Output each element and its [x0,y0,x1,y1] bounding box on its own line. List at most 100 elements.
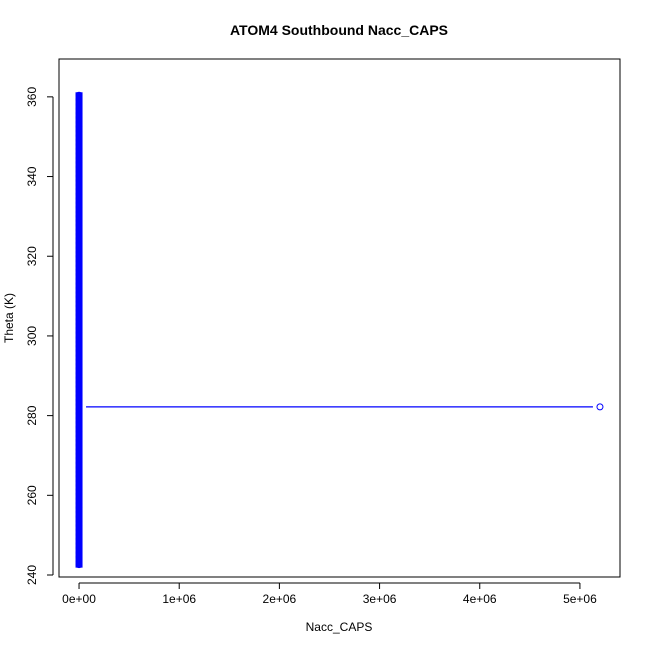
data-point [75,280,83,288]
data-point [75,288,83,296]
data-point [75,208,83,216]
data-point [75,194,83,202]
data-point [75,154,83,162]
data-point [75,212,83,220]
data-point [75,185,83,193]
x-axis-label: Nacc_CAPS [306,620,373,634]
data-point [75,481,83,489]
data-point [75,302,83,310]
x-tick-label: 1e+06 [162,592,196,606]
data-point [75,181,83,189]
data-point [75,230,83,238]
data-point [75,459,83,467]
data-point [75,275,83,283]
data-point [75,235,83,243]
x-axis: 0e+00 1e+06 2e+06 3e+06 4e+06 5e+06 [62,582,597,606]
data-point [75,293,83,301]
data-point [75,203,83,211]
data-point [75,418,83,426]
chart-title: ATOM4 Southbound Nacc_CAPS [230,22,448,38]
y-axis-label: Theta (K) [2,293,16,343]
data-point [75,105,83,113]
data-point [75,342,83,350]
plot-frame [58,58,621,578]
data-point [75,217,83,225]
data-point [75,499,83,507]
data-point [75,472,83,480]
data-point [75,96,83,104]
data-point [75,477,83,485]
data-point [75,221,83,229]
data-point [75,387,83,395]
data-point [75,445,83,453]
y-tick-label: 260 [25,485,39,505]
data-point [75,531,83,539]
data-point [75,504,83,512]
data-point [75,159,83,167]
data-point [75,378,83,386]
data-point [75,132,83,140]
data-point [75,271,83,279]
data-point [75,248,83,256]
data-point [75,463,83,471]
data-point [75,172,83,180]
data-point [75,266,83,274]
data-point [75,396,83,404]
data-point [75,432,83,440]
y-tick-label: 340 [25,166,39,186]
data-point [75,311,83,319]
data-point [75,91,83,99]
data-point [75,508,83,516]
y-tick-label: 240 [25,565,39,585]
series-points [75,91,604,569]
data-point [75,468,83,476]
y-tick-label: 320 [25,246,39,266]
data-point [75,526,83,534]
data-point [75,544,83,552]
data-point [75,167,83,175]
data-point [75,553,83,561]
data-point [75,284,83,292]
data-point [75,517,83,525]
data-point [75,360,83,368]
y-tick-label: 300 [25,326,39,346]
data-point [75,163,83,171]
data-point [75,100,83,108]
data-point [75,320,83,328]
data-point [75,338,83,346]
data-point [75,490,83,498]
data-point [75,557,83,565]
x-tick-label: 4e+06 [463,592,497,606]
y-axis: 240 260 280 300 320 340 360 [25,87,54,585]
data-point [75,423,83,431]
data-point [75,513,83,521]
data-point [75,334,83,342]
data-point [75,262,83,270]
data-point [75,141,83,149]
data-point [75,257,83,265]
data-point [75,324,83,332]
data-point [75,316,83,324]
data-point [75,400,83,408]
data-point [75,356,83,364]
data-point [75,109,83,117]
data-point [75,114,83,122]
data-point [75,136,83,144]
data-point [75,145,83,153]
data-point [75,306,83,314]
data-point [596,403,604,411]
x-tick-label: 3e+06 [363,592,397,606]
data-point [75,329,83,337]
y-tick-label: 360 [25,87,39,107]
data-point [75,450,83,458]
y-tick-label: 280 [25,405,39,425]
data-point [75,244,83,252]
data-point [75,199,83,207]
data-point [75,127,83,135]
data-point [75,410,83,418]
data-point [75,383,83,391]
data-point [75,190,83,198]
data-point [75,123,83,131]
data-point [75,347,83,355]
